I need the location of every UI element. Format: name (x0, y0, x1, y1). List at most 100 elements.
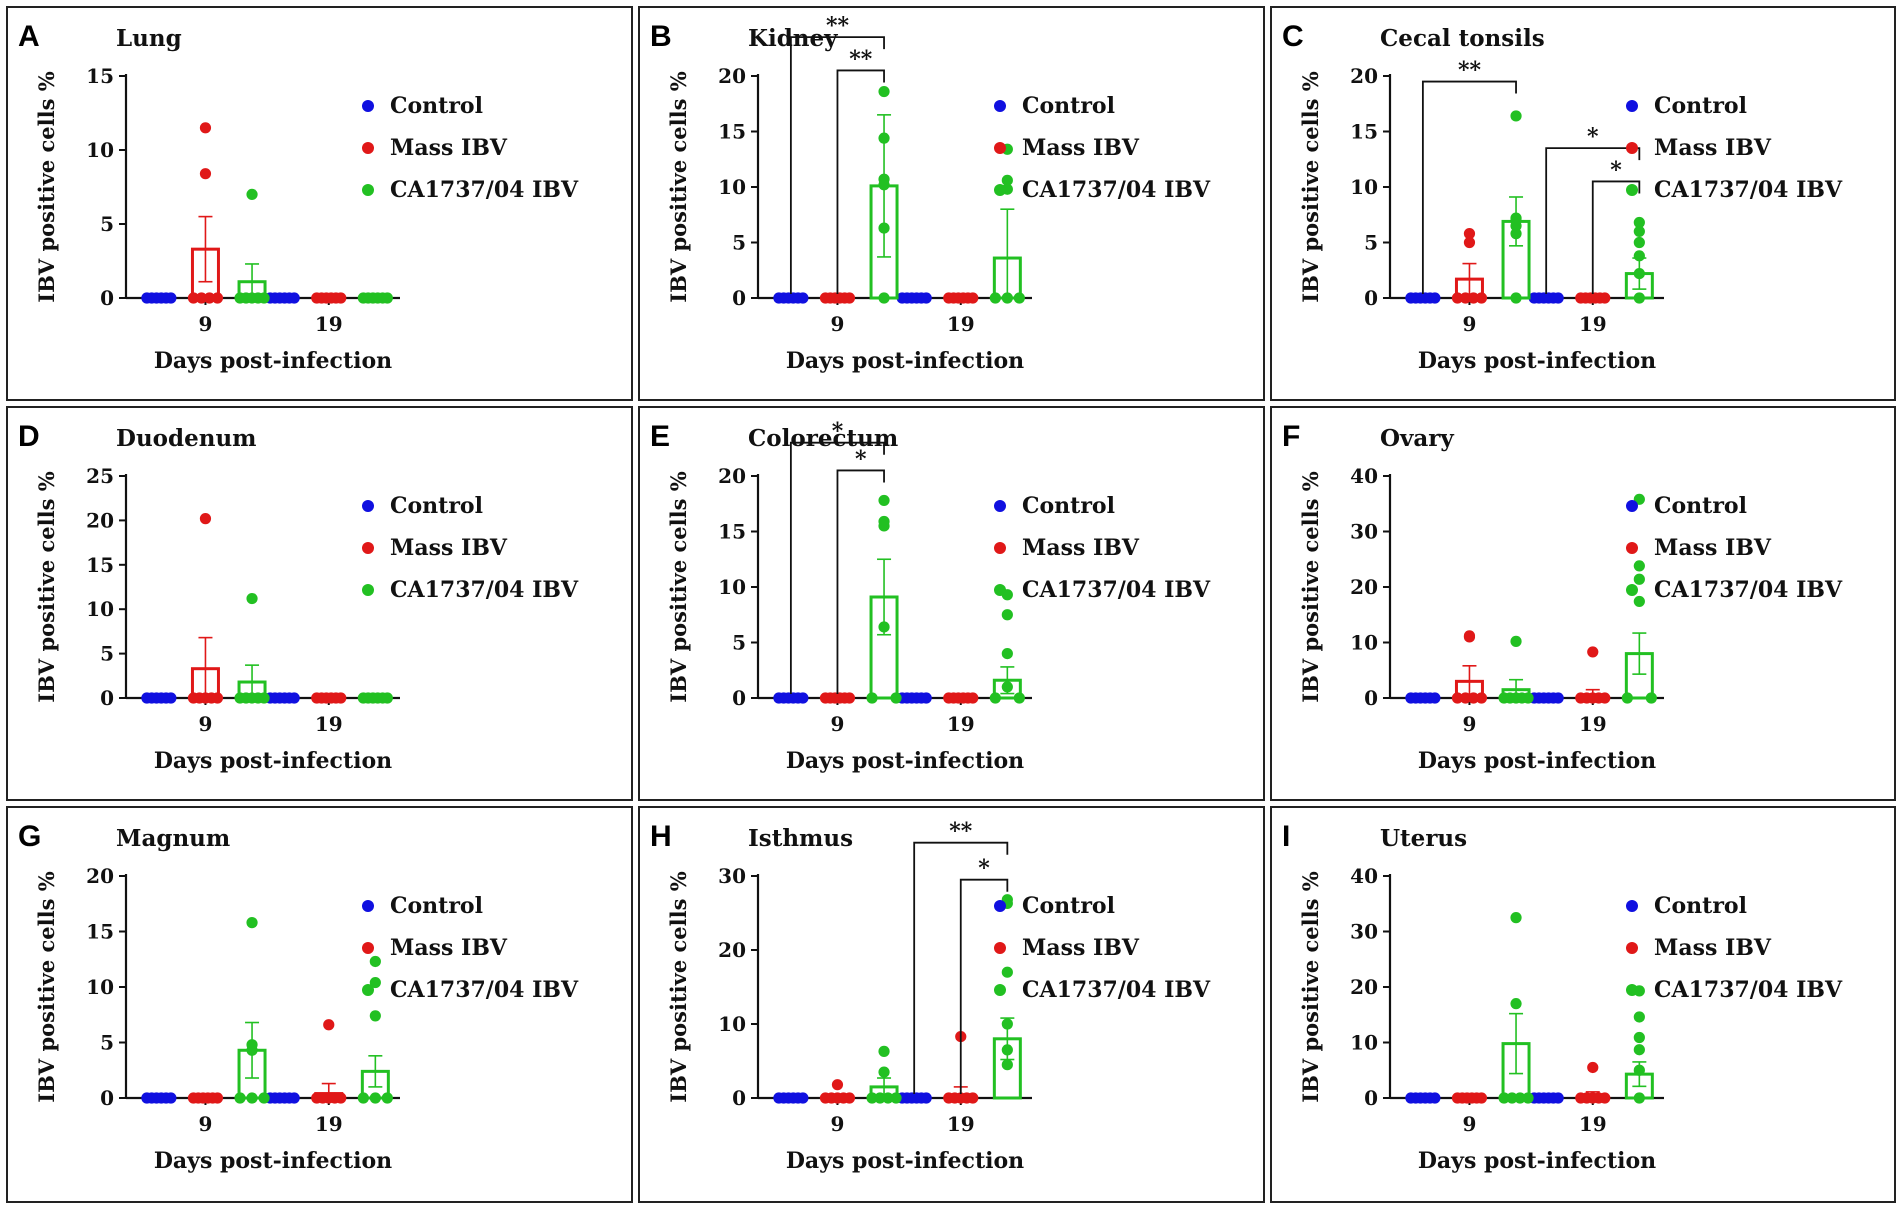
y-tick-label: 20 (718, 464, 746, 488)
data-point (357, 1092, 369, 1104)
significance-label: ** (826, 13, 850, 39)
chart-title: Kidney (748, 25, 838, 52)
data-point (199, 168, 212, 180)
data-point (797, 1092, 809, 1104)
chart-title: Duodenum (116, 425, 257, 452)
data-point (1510, 110, 1522, 122)
significance-label: * (1587, 124, 1599, 150)
legend-marker (1626, 900, 1638, 912)
y-tick-label: 40 (1350, 464, 1378, 488)
y-tick-label: 25 (86, 464, 114, 488)
legend-label: CA1737/04 IBV (1654, 977, 1843, 1003)
data-point (878, 132, 890, 144)
panel-g: G Magnum IBV positive cells % 0 5 10 15 20 9 19 Da… (6, 806, 633, 1203)
y-tick-label: 10 (718, 1012, 746, 1036)
data-point (878, 292, 890, 304)
data-point (211, 1092, 224, 1104)
data-point (165, 1092, 177, 1104)
data-point (381, 692, 393, 704)
data-point (335, 292, 347, 304)
legend-marker (994, 542, 1006, 554)
data-point (1599, 1092, 1611, 1104)
data-point (1633, 1064, 1645, 1076)
data-point (989, 292, 1001, 304)
significance-bracket (1421, 80, 1517, 294)
legend-label: Control (1022, 493, 1115, 519)
data-point (1463, 236, 1476, 249)
data-point (1459, 292, 1472, 304)
data-point (797, 692, 809, 704)
data-point (1633, 250, 1645, 262)
data-point (1587, 1061, 1599, 1074)
y-tick-label: 0 (732, 686, 746, 710)
data-point (195, 292, 208, 304)
x-tick-label: 9 (830, 312, 844, 336)
data-point (246, 917, 258, 929)
y-tick-label: 10 (86, 975, 114, 999)
legend-marker (362, 942, 374, 954)
data-point (1013, 692, 1025, 704)
y-tick-label: 15 (718, 520, 746, 544)
chart-title: Isthmus (748, 825, 853, 852)
y-tick-label: 30 (1350, 520, 1378, 544)
data-point (843, 692, 856, 704)
y-tick-label: 15 (1350, 120, 1378, 144)
data-point (1467, 692, 1480, 704)
data-point (920, 292, 932, 304)
data-point (1510, 292, 1522, 304)
y-tick-label: 0 (732, 1086, 746, 1110)
significance-label: ** (1458, 58, 1482, 84)
data-point (1552, 692, 1564, 704)
y-tick-label: 5 (732, 631, 746, 655)
data-point (1510, 635, 1522, 647)
data-point (1459, 692, 1472, 704)
data-point (1587, 646, 1599, 658)
legend-marker (362, 584, 374, 596)
data-point (1001, 609, 1013, 621)
legend-marker (1626, 984, 1638, 996)
legend-marker (994, 942, 1006, 954)
data-point (381, 292, 393, 304)
panel-c: C Cecal tonsils IBV positive cells % 0 5 10 15… (1270, 6, 1896, 401)
data-point (187, 292, 200, 304)
y-tick-label: 0 (1364, 1086, 1378, 1110)
chart-title: Cecal tonsils (1380, 25, 1545, 52)
data-point (1013, 292, 1025, 304)
data-point (843, 292, 856, 304)
panel-letter: D (18, 420, 40, 453)
data-point (246, 1044, 258, 1056)
data-point (165, 292, 177, 304)
panel-letter: G (18, 820, 41, 853)
x-tick-label: 19 (315, 712, 343, 736)
data-point (335, 1092, 347, 1104)
legend-label: Mass IBV (390, 535, 508, 561)
significance-label: * (832, 419, 844, 445)
data-point (1467, 292, 1480, 304)
y-tick-label: 20 (86, 864, 114, 888)
x-tick-label: 19 (1579, 1112, 1607, 1136)
data-point (890, 692, 902, 704)
chart-a: A Lung IBV positive cells % 0 5 10 15 9 19 Days p… (18, 20, 579, 374)
data-point (1633, 560, 1645, 572)
data-point (1552, 1092, 1564, 1104)
legend-label: Mass IBV (1654, 535, 1772, 561)
data-point (920, 1092, 932, 1104)
data-point (882, 1092, 894, 1104)
legend-marker (1626, 100, 1638, 112)
legend-label: Control (1022, 893, 1115, 919)
data-point (1001, 292, 1013, 304)
legend-label: Control (390, 93, 483, 119)
data-point (989, 692, 1001, 704)
chart-f: F Ovary IBV positive cells % 0 10 20 30 40 9 19 Da… (1282, 420, 1843, 774)
x-tick-label: 19 (1579, 712, 1607, 736)
data-point (878, 494, 890, 507)
legend-marker (1626, 142, 1638, 154)
y-tick-label: 10 (1350, 175, 1378, 199)
data-point (890, 1092, 902, 1104)
legend-marker (1626, 584, 1638, 596)
panel-letter: I (1282, 820, 1290, 853)
legend-label: Mass IBV (1654, 135, 1772, 161)
data-point (381, 1092, 393, 1104)
legend-marker (1626, 500, 1638, 512)
y-axis-label: IBV positive cells % (666, 71, 691, 302)
